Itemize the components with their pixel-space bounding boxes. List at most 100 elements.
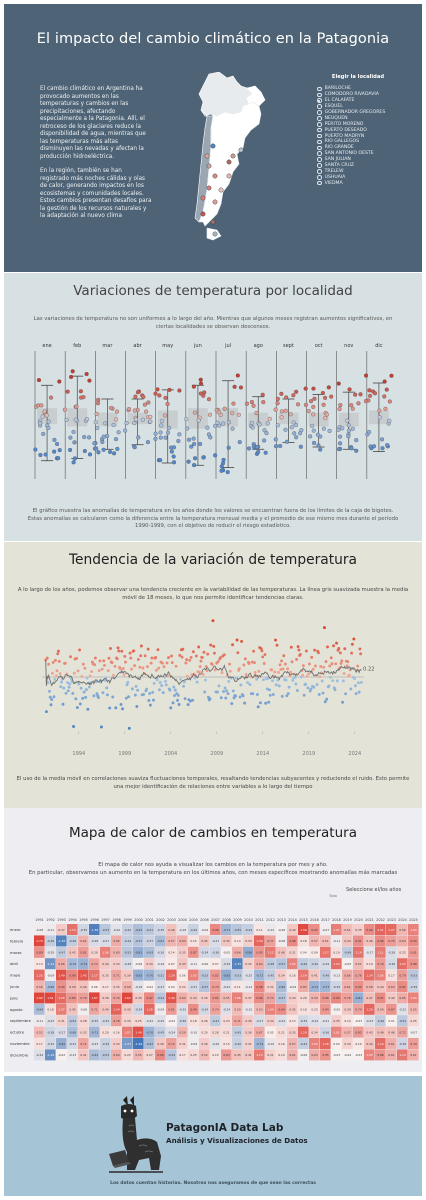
heatmap-cell-value: -0.46 <box>47 939 54 943</box>
heatmap-cell <box>386 1003 397 1015</box>
location-radio[interactable] <box>317 92 322 98</box>
heatmap-cell <box>331 1026 342 1038</box>
heatmap-cell-value: 0.56 <box>36 985 42 989</box>
heatmap-cell-value: 0.54 <box>377 1008 383 1012</box>
heatmap-cell-value: -0.22 <box>146 1019 153 1023</box>
box-outlier-point <box>36 378 42 383</box>
heatmap-cell-value: 0.74 <box>113 996 119 1000</box>
heatmap-cell <box>331 992 342 1004</box>
location-radio[interactable] <box>317 175 322 180</box>
heatmap-cell <box>133 946 144 958</box>
trend-point <box>191 698 195 702</box>
box-outlier-point <box>288 412 293 417</box>
location-radio[interactable] <box>317 157 322 162</box>
trend-point <box>276 678 280 682</box>
location-option[interactable]: ESQUEL <box>317 104 421 110</box>
location-option[interactable]: SAN JULIAN <box>317 157 421 163</box>
heatmap-cell <box>155 935 166 947</box>
location-option[interactable]: PERITO MORENO <box>317 121 421 127</box>
box-outlier-point <box>144 409 149 414</box>
heatmap-cell-value: 0.79 <box>377 962 383 966</box>
heatmap-year-label: 2003 <box>167 918 176 922</box>
box-outlier-point <box>207 412 213 417</box>
heatmap-year-label: 1999 <box>123 918 132 922</box>
location-option[interactable]: PUERTO MADRYN <box>317 133 421 139</box>
heatmap-cell <box>122 1015 133 1027</box>
location-option[interactable]: RIO GRANDE <box>317 145 421 151</box>
location-radio[interactable] <box>317 98 322 104</box>
heatmap-month-label: mayo <box>10 974 21 978</box>
trend-point <box>343 647 347 651</box>
heatmap-cell-value: -1.38 <box>91 928 98 932</box>
box-outlier-point <box>124 421 129 426</box>
location-radio[interactable] <box>317 110 322 115</box>
heatmap-cell-value: -0.15 <box>245 1008 252 1012</box>
heatmap-cell-value: -0.47 <box>58 951 65 955</box>
heatmap-cell <box>397 1038 408 1049</box>
heatmap-cell-value: 1.34 <box>113 1008 119 1012</box>
heatmap-cell-value: 0.81 <box>410 951 416 955</box>
location-radio[interactable] <box>317 139 322 145</box>
box-outlier-point <box>132 421 137 426</box>
heatmap-cell-value: 0.56 <box>399 928 405 932</box>
box-outlier-point <box>208 435 213 440</box>
location-radio[interactable] <box>317 169 322 174</box>
heatmap-cell-value: 0.39 <box>135 996 141 1000</box>
location-option[interactable]: BARILOCHE <box>317 86 421 92</box>
trend-point <box>231 689 235 693</box>
location-radio[interactable] <box>317 145 322 151</box>
location-option[interactable]: TRELEW <box>317 168 421 174</box>
trend-point <box>119 702 123 706</box>
heatmap-cell-value: 0.42 <box>366 1030 372 1034</box>
heatmap-cell-value: 0.87 <box>190 951 196 955</box>
location-radio[interactable] <box>317 133 322 139</box>
heatmap-cell-value: 0.37 <box>245 996 251 1000</box>
location-radio[interactable] <box>317 151 322 157</box>
location-option[interactable]: COMODORO RIVADAVIA <box>317 92 421 98</box>
location-option[interactable]: SAN ANTONIO OESTE <box>317 151 421 157</box>
box-outlier-point <box>231 401 236 406</box>
location-option[interactable]: RIO GALLEGOS <box>317 139 421 145</box>
box-outlier-point <box>93 420 98 425</box>
trend-point <box>353 684 357 688</box>
heatmap-cell-value: 0.34 <box>267 1019 273 1023</box>
location-radio[interactable] <box>317 86 322 92</box>
box-outlier-point <box>260 392 265 397</box>
heatmap-cell <box>89 1038 100 1049</box>
box-outlier-point <box>338 441 343 446</box>
trend-point <box>53 677 57 681</box>
location-radio[interactable] <box>317 121 322 127</box>
trend-point <box>66 681 69 685</box>
location-radio[interactable] <box>317 116 322 121</box>
trend-point <box>261 678 265 682</box>
heatmap-cell-value: -0.35 <box>91 1019 98 1023</box>
location-radio[interactable] <box>317 104 322 109</box>
trend-point <box>329 656 333 660</box>
trend-point <box>231 643 235 647</box>
location-radio[interactable] <box>317 163 322 168</box>
heatmap-cell <box>144 969 155 981</box>
box-outlier-point <box>96 450 101 455</box>
location-option[interactable]: VIEDMA <box>317 180 421 186</box>
heatmap-cell <box>34 935 45 947</box>
trend-point <box>309 687 313 691</box>
heatmap-year-label: 2001 <box>145 918 154 922</box>
location-option[interactable]: EL CALAFATE <box>317 98 421 104</box>
trend-point <box>193 676 197 680</box>
location-option[interactable]: PUERTO DESEADO <box>317 127 421 133</box>
location-option[interactable]: NEUQUEN <box>317 115 421 121</box>
heatmap-cell <box>177 1038 188 1049</box>
location-option[interactable]: GOBERNADOR GREGORES <box>317 110 421 116</box>
year-select[interactable]: Todo <box>329 894 338 898</box>
box-outlier-point <box>92 441 97 446</box>
location-option[interactable]: USHUAIA <box>317 174 421 180</box>
location-option[interactable]: SANTA CRUZ <box>317 163 421 169</box>
heatmap-cell <box>397 935 408 947</box>
location-radio[interactable] <box>317 180 322 186</box>
heatmap-month-label: octubre <box>10 1031 25 1035</box>
location-radio[interactable] <box>317 127 322 133</box>
heatmap-cell <box>221 935 232 947</box>
heatmap-cell <box>408 958 419 970</box>
trend-footer: El uso de la media móvil en correlacione… <box>16 776 410 790</box>
heatmap-cell-value: 0.59 <box>179 1030 185 1034</box>
